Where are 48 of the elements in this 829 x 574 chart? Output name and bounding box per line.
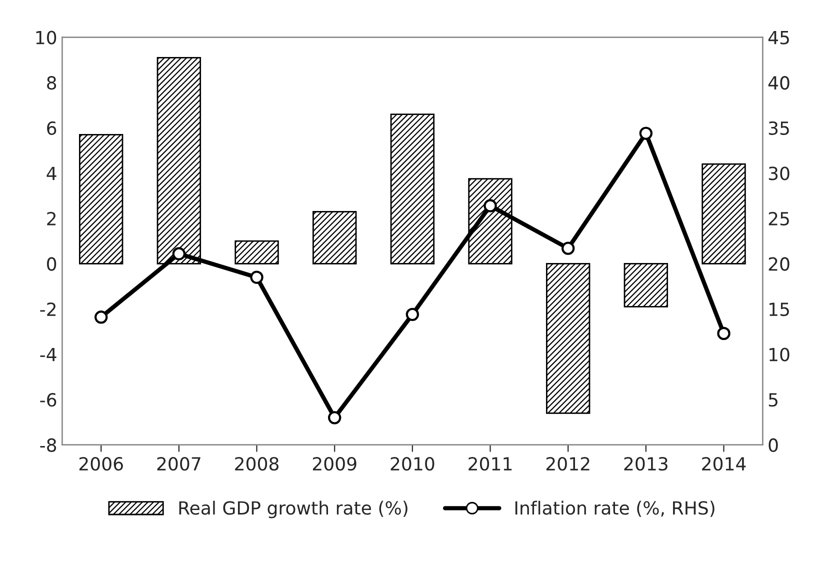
point bbox=[328, 411, 342, 424]
bar bbox=[546, 263, 590, 414]
point bbox=[406, 308, 420, 322]
x-tick-label: 2012 bbox=[546, 456, 590, 471]
y2-tick-label: 25 bbox=[768, 212, 789, 226]
bar bbox=[702, 163, 746, 264]
legend-label: Inflation rate (%, RHS) bbox=[515, 500, 714, 517]
x-tick-label: 2009 bbox=[312, 456, 356, 471]
y2-tick-label: 30 bbox=[768, 166, 790, 180]
y-tick-label: 8 bbox=[47, 76, 56, 90]
y-tick-label: 4 bbox=[46, 166, 56, 180]
point bbox=[172, 247, 186, 260]
y-tick-label: 6 bbox=[47, 121, 56, 135]
y2-tick-label: 20 bbox=[768, 257, 790, 271]
y-tick-label: -4 bbox=[40, 348, 56, 362]
point bbox=[717, 326, 730, 340]
legend-label: Real GDP growth rate (%) bbox=[179, 500, 408, 518]
bar bbox=[390, 114, 435, 264]
point bbox=[94, 310, 108, 324]
y-tick-label: 2 bbox=[47, 212, 56, 226]
y-tick-label: -6 bbox=[40, 393, 56, 407]
x-tick-label: 2010 bbox=[390, 456, 434, 471]
y2-tick-label: 5 bbox=[768, 393, 778, 407]
y-tick-label: -8 bbox=[40, 438, 56, 452]
y-tick-label: 10 bbox=[36, 30, 56, 44]
x-tick-label: 2013 bbox=[624, 456, 668, 471]
x-tick-label: 2008 bbox=[235, 456, 278, 471]
x-tick-label: 2006 bbox=[79, 456, 123, 471]
point bbox=[561, 242, 575, 255]
y-tick-label: 0 bbox=[47, 257, 56, 271]
bar bbox=[468, 178, 512, 264]
x-tick-label: 2007 bbox=[157, 456, 200, 471]
y2-tick-label: 40 bbox=[768, 76, 790, 90]
y2-tick-label: 10 bbox=[770, 348, 790, 362]
y-tick-label: -2 bbox=[40, 302, 56, 316]
point bbox=[250, 270, 264, 284]
bar bbox=[624, 263, 668, 308]
y2-tick-label: 35 bbox=[768, 121, 789, 135]
x-tick-label: 2014 bbox=[702, 456, 746, 471]
y2-tick-label: 15 bbox=[770, 302, 789, 316]
y2-tick-label: 0 bbox=[768, 438, 778, 452]
point bbox=[639, 126, 653, 140]
bar bbox=[312, 210, 357, 264]
y2-tick-label: 45 bbox=[768, 31, 789, 44]
x-tick-label: 2011 bbox=[468, 456, 512, 471]
bar bbox=[234, 240, 279, 264]
bar bbox=[78, 134, 124, 264]
point bbox=[484, 199, 497, 212]
